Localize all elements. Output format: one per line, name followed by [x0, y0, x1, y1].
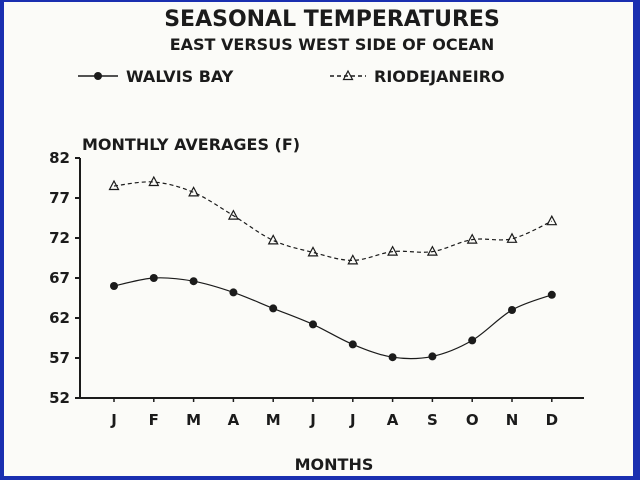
data-point [148, 175, 160, 187]
data-point [269, 304, 278, 313]
data-point [110, 282, 118, 290]
y-tick-label: 77 [49, 189, 70, 207]
x-tick-label: N [506, 411, 519, 429]
data-point [508, 306, 516, 314]
x-tick-label: A [228, 411, 240, 429]
data-point [267, 234, 279, 245]
data-point [189, 277, 198, 286]
data-point [347, 254, 359, 265]
data-point [348, 340, 357, 349]
data-point [428, 352, 437, 361]
x-tick-label: S [427, 411, 438, 429]
x-axis-label: MONTHS [295, 455, 374, 474]
data-point [546, 214, 558, 226]
y-tick-label: 57 [49, 349, 70, 367]
x-tick-label: M [266, 411, 281, 429]
series-line [113, 181, 553, 262]
y-tick-label: 67 [49, 269, 70, 287]
chart-subtitle: EAST VERSUS WEST SIDE OF OCEAN [170, 35, 495, 54]
data-point [388, 353, 397, 362]
data-point [468, 336, 477, 345]
x-tick-label: J [110, 411, 117, 429]
data-point [309, 320, 317, 329]
legend-label: WALVIS BAY [126, 67, 234, 86]
axes: 52 57 62 67 72 77 82 J F M A M J J A S O N D [49, 149, 584, 429]
y-tick-label: 62 [49, 309, 70, 327]
data-point [188, 186, 200, 197]
series-0 [110, 274, 556, 362]
legend-swatch-marker [94, 72, 102, 80]
legend-item: WALVIS BAY [78, 67, 234, 86]
data-point [426, 245, 438, 256]
y-axis-label: MONTHLY AVERAGES (F) [82, 135, 300, 154]
legend-swatch-marker [342, 69, 354, 81]
x-tick-label: J [349, 411, 356, 429]
y-tick-label: 52 [49, 389, 70, 407]
series-1 [108, 175, 558, 265]
data-point [229, 288, 238, 297]
data-point [547, 290, 556, 299]
series-layer [108, 175, 558, 362]
x-tick-label: J [309, 411, 316, 429]
x-tick-label: D [546, 411, 558, 429]
x-tick-label: O [466, 411, 479, 429]
data-point [108, 179, 120, 191]
chart-title: SEASONAL TEMPERATURES [164, 7, 500, 32]
chart-paper: SEASONAL TEMPERATURES EAST VERSUS WEST S… [4, 2, 633, 476]
legend: WALVIS BAY RIODEJANEIRO [78, 67, 505, 86]
x-tick-label: F [149, 411, 159, 429]
data-point [466, 233, 478, 244]
data-point [227, 209, 239, 220]
x-tick-label: M [186, 411, 201, 429]
data-point [307, 246, 319, 257]
data-point [149, 274, 158, 282]
y-tick-label: 72 [49, 229, 70, 247]
legend-label: RIODEJANEIRO [374, 67, 505, 86]
series-line [113, 277, 553, 360]
legend-item: RIODEJANEIRO [330, 67, 505, 86]
data-point [506, 232, 518, 243]
data-point [387, 245, 399, 256]
x-tick-label: A [387, 411, 399, 429]
line-chart: SEASONAL TEMPERATURES EAST VERSUS WEST S… [49, 7, 584, 474]
y-tick-label: 82 [49, 149, 70, 167]
